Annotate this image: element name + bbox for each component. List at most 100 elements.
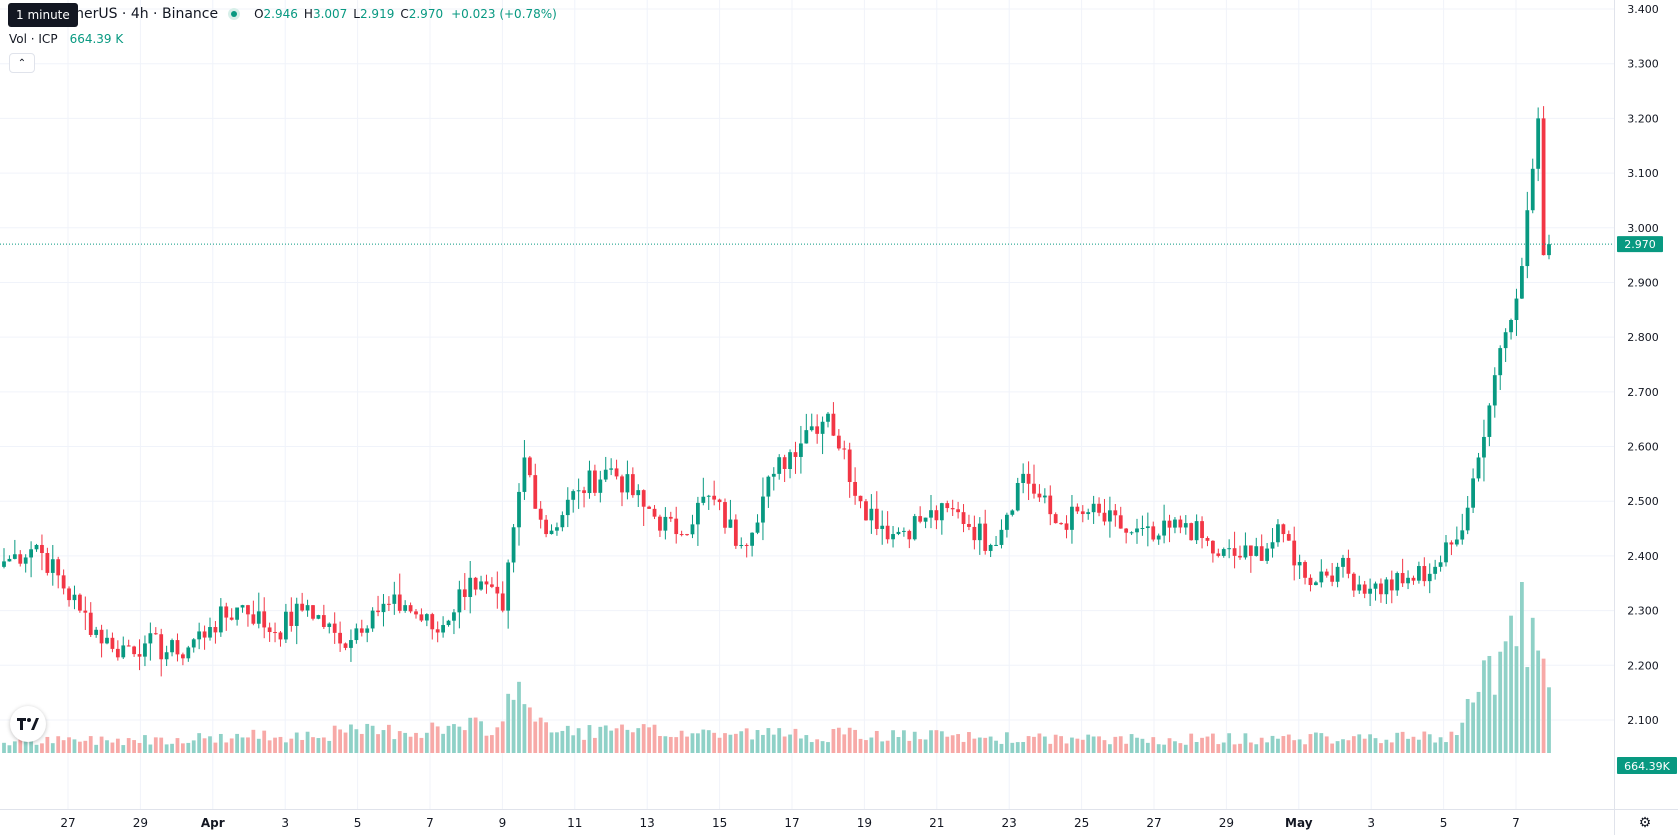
volume-bar	[598, 726, 603, 753]
volume-bar	[300, 739, 305, 753]
volume-bar	[891, 730, 895, 753]
volume-bar	[23, 737, 28, 753]
candlesticks	[2, 106, 1551, 677]
market-status-icon[interactable]	[228, 8, 241, 20]
volume-bar	[1406, 738, 1410, 753]
volume-bar	[1281, 736, 1286, 753]
volume-bar	[587, 725, 592, 753]
time-tick-label: 23	[1002, 816, 1017, 830]
volume-bar	[717, 737, 722, 753]
candle-body	[967, 523, 971, 527]
tradingview-logo-icon[interactable]	[10, 706, 46, 742]
candle-body	[1064, 523, 1069, 530]
volume-bar	[99, 736, 104, 753]
candle-body	[788, 452, 792, 469]
volume-bar	[1503, 641, 1508, 753]
candle-body	[479, 581, 483, 590]
candle-body	[1547, 244, 1551, 256]
volume-bar	[728, 734, 733, 753]
volume-bar	[495, 727, 500, 753]
candle-body	[1227, 548, 1232, 550]
price-tick-label: 3.000	[1627, 222, 1659, 235]
candle-body	[571, 491, 576, 500]
volume-bar	[218, 733, 223, 753]
volume-bar	[1444, 742, 1448, 753]
candle-body	[1438, 562, 1443, 567]
candle-body	[1015, 482, 1020, 511]
volume-bar	[793, 728, 798, 753]
candle-body	[1449, 542, 1454, 545]
candle-body	[1021, 473, 1026, 483]
volume-label[interactable]: Vol · ICP	[9, 32, 58, 46]
volume-bar	[972, 738, 977, 753]
volume-bar	[1433, 742, 1438, 753]
candle-body	[1319, 571, 1324, 583]
volume-bar	[1010, 742, 1015, 753]
candle-body	[67, 588, 71, 601]
volume-bar	[1135, 737, 1139, 753]
candle-body	[723, 502, 727, 528]
volume-bar	[956, 734, 960, 753]
volume-bar	[164, 744, 169, 753]
volume-bar	[12, 741, 17, 753]
volume-bar	[1243, 733, 1248, 753]
collapse-legend-button[interactable]: ⌃	[9, 53, 35, 73]
volume-bar	[289, 738, 294, 753]
candle-body	[896, 531, 901, 535]
candle-body	[29, 549, 33, 558]
volume-bar	[251, 729, 256, 753]
time-tick-label: 29	[133, 816, 148, 830]
candle-body	[1221, 549, 1226, 556]
volume-bar	[1086, 734, 1091, 753]
volume-bar	[826, 742, 830, 753]
candle-body	[1460, 530, 1465, 540]
candle-body	[1525, 210, 1530, 267]
legend-volume: Vol · ICP 664.39 K	[9, 32, 123, 46]
candle-body	[251, 614, 256, 624]
volume-bar	[815, 739, 820, 753]
candle-body	[12, 554, 17, 559]
candle-body	[804, 430, 809, 444]
volume-bar	[1048, 743, 1053, 753]
candle-body	[717, 499, 722, 503]
volume-bar	[29, 738, 33, 753]
volume-bar	[945, 736, 950, 753]
candle-body	[1059, 523, 1063, 525]
symbol-title[interactable]: etherUS · 4h · Binance	[61, 6, 219, 22]
volume-bar	[880, 741, 885, 753]
candle-body	[1232, 548, 1237, 556]
volume-bar	[403, 732, 408, 753]
candle-body	[208, 627, 212, 638]
candle-body	[771, 473, 776, 477]
change-value: +0.023 (+0.78%)	[451, 7, 557, 21]
candle-body	[1427, 573, 1432, 582]
volume-bar	[311, 737, 315, 753]
time-tick-label: 11	[567, 816, 582, 830]
volume-bar	[1530, 617, 1535, 753]
price-tick-label: 2.400	[1627, 550, 1659, 563]
volume-bar	[78, 741, 82, 753]
candle-body	[148, 633, 153, 644]
candle-body	[40, 544, 44, 554]
volume-bar	[1015, 742, 1020, 753]
candle-body	[652, 508, 657, 517]
candle-body	[414, 611, 418, 615]
candle-body	[1520, 266, 1524, 299]
candle-body	[359, 628, 364, 633]
candle-body	[321, 615, 326, 627]
volume-bar	[1368, 734, 1372, 753]
volume-bar	[115, 738, 120, 753]
volume-bar	[1075, 738, 1080, 753]
volume-bar	[988, 736, 993, 753]
volume-bar	[902, 730, 906, 753]
legend-ohlc: etherUS · 4h · Binance O 2.946 H 3.007 L 2.…	[9, 6, 557, 22]
gear-icon[interactable]: ⚙	[1638, 814, 1652, 830]
volume-bar	[1492, 694, 1497, 753]
volume-bar	[170, 743, 174, 753]
candle-body	[1417, 566, 1421, 581]
candle-body	[923, 517, 928, 522]
volume-bar	[1297, 739, 1302, 753]
candle-body	[728, 519, 733, 528]
volume-bar	[994, 740, 998, 753]
